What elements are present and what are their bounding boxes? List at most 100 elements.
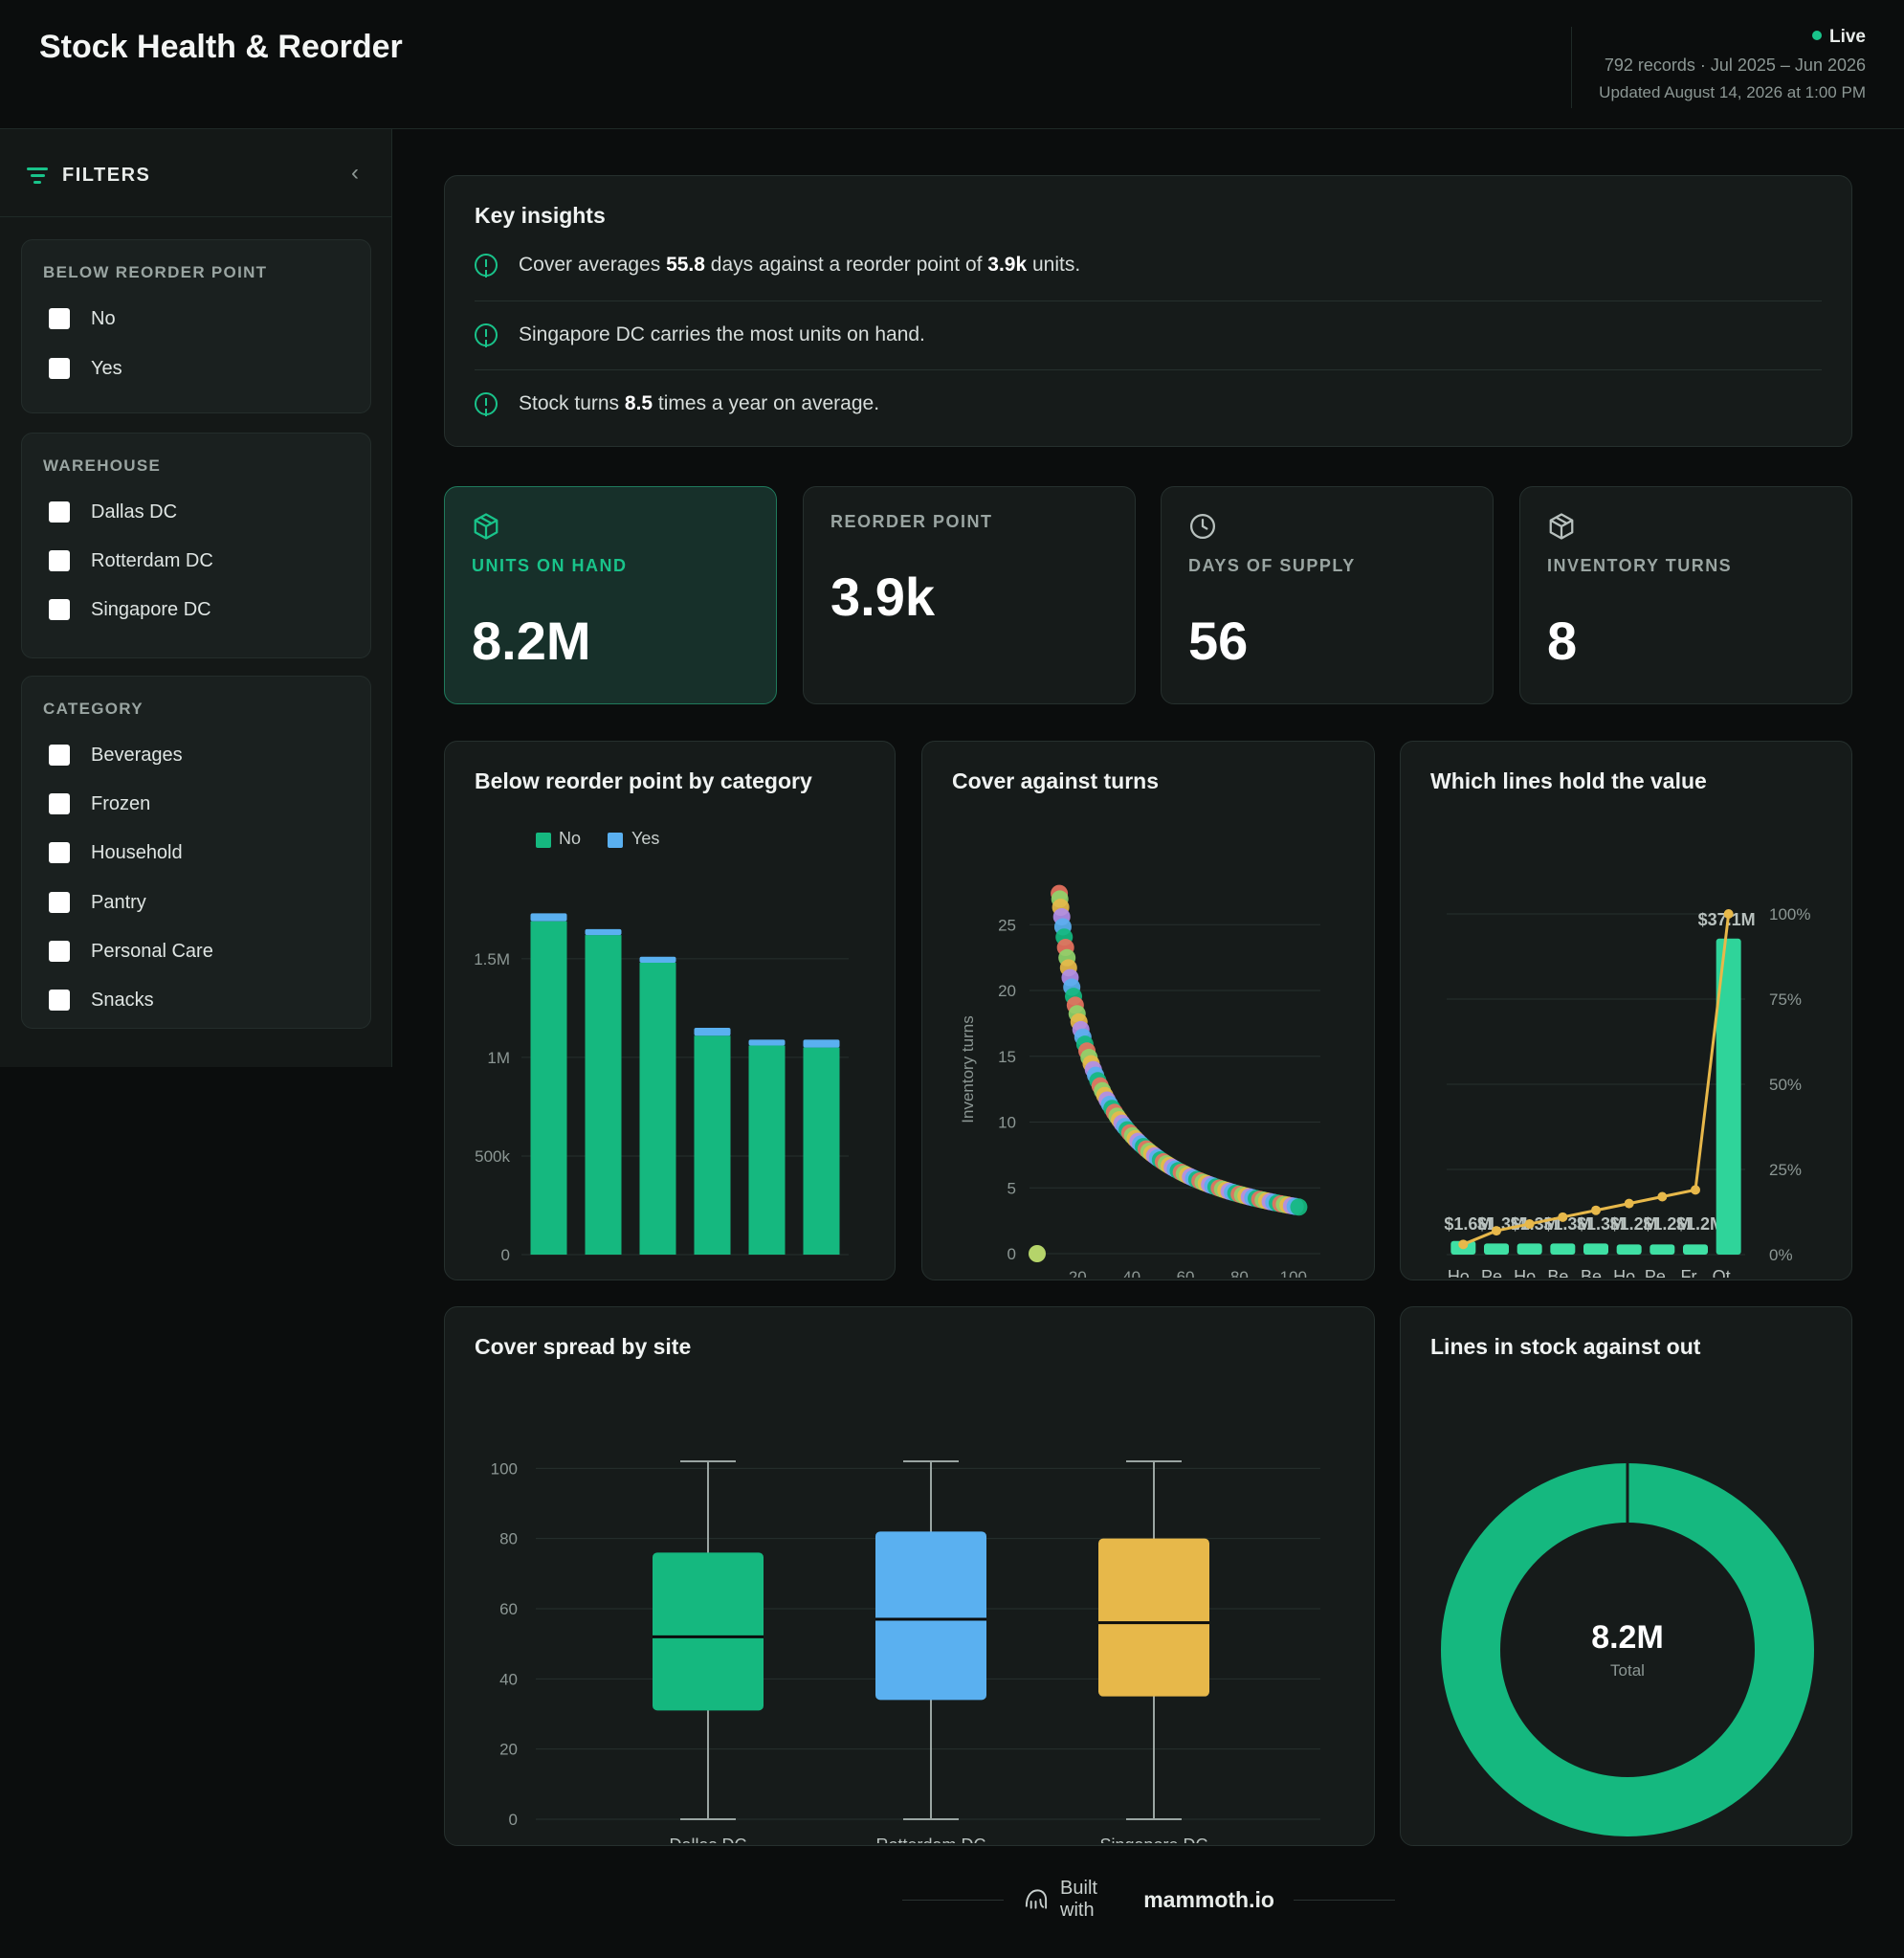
- checkbox[interactable]: [49, 358, 70, 379]
- y-tick-label: 0: [509, 1811, 518, 1829]
- y-tick-label: 20: [499, 1741, 518, 1759]
- box-icon: [474, 513, 498, 540]
- x-tick-label: 60: [1177, 1268, 1195, 1278]
- footer-divider: [902, 1899, 1005, 1901]
- legend-label-yes: Yes: [631, 829, 659, 848]
- filter-option-rotterdam[interactable]: Rotterdam DC: [49, 546, 213, 575]
- y-tick-label: 60: [499, 1600, 518, 1618]
- x-tick-label: Ho..: [1613, 1267, 1645, 1278]
- y-tick-label: 25: [998, 916, 1016, 934]
- checkbox[interactable]: [49, 599, 70, 620]
- checkbox[interactable]: [49, 793, 70, 814]
- filter-group-warehouse: WAREHOUSE Dallas DC Rotterdam DC Singapo…: [21, 433, 371, 658]
- filter-option-snacks[interactable]: Snacks: [49, 986, 154, 1014]
- filter-option-yes[interactable]: Yes: [49, 354, 122, 383]
- filter-option-singapore[interactable]: Singapore DC: [49, 595, 211, 624]
- bar-yes: [585, 928, 622, 936]
- pareto-chart-card: Which lines hold the value 0% 25% 50% 75% 10…: [1400, 741, 1852, 1280]
- right-tick-label: 0%: [1769, 1246, 1793, 1264]
- box-chart: 0 20 40 60 80 100 Dallas DC Rotterdam DC Singapo…: [491, 1459, 1320, 1843]
- option-label: Beverages: [91, 744, 183, 766]
- cumulative-point: [1723, 909, 1734, 919]
- kpi-value: 8.2M: [472, 611, 591, 671]
- filter-group-title: WAREHOUSE: [43, 456, 162, 475]
- live-label: Live: [1828, 27, 1866, 47]
- value-label: $1.3M: [1577, 1214, 1625, 1234]
- bar-no: [639, 962, 676, 1255]
- y-axis-label: Inventory turns: [959, 1015, 977, 1123]
- kpi-value: 8: [1547, 611, 1578, 671]
- filter-group-category: CATEGORY Beverages Frozen Household Pant…: [21, 676, 371, 1029]
- x-tick-label: Singapore DC: [1099, 1836, 1207, 1843]
- insight-text: Singapore DC carries the most units on h…: [519, 323, 925, 345]
- x-tick-label: Rotterdam DC: [875, 1836, 985, 1843]
- box-chart-card: Cover spread by site 0 20 40 60 80 100 Dallas …: [444, 1306, 1375, 1846]
- checkbox[interactable]: [49, 308, 70, 329]
- scatter-point-outlier: [1029, 1245, 1046, 1262]
- footer: Built with mammoth.io: [883, 1878, 1414, 1921]
- y-tick-label: 1.5M: [474, 950, 510, 968]
- bar-yes: [803, 1039, 840, 1048]
- pareto-bar: [1583, 1243, 1608, 1255]
- cumulative-point: [1492, 1226, 1501, 1236]
- option-label: Rotterdam DC: [91, 549, 213, 571]
- bar-yes: [639, 956, 676, 963]
- pareto-bar: [1683, 1244, 1708, 1255]
- right-tick-label: 100%: [1769, 905, 1810, 923]
- kpi-inventory-turns[interactable]: INVENTORY TURNS 8: [1519, 486, 1852, 704]
- pareto-bar: [1517, 1243, 1542, 1255]
- mammoth-logo-icon: [1025, 1889, 1048, 1909]
- kpi-reorder-point[interactable]: REORDER POINT 3.9k: [803, 486, 1136, 704]
- cumulative-point: [1458, 1239, 1469, 1250]
- bar-yes: [530, 913, 567, 922]
- y-tick-label: 0: [501, 1246, 510, 1264]
- filter-option-frozen[interactable]: Frozen: [49, 790, 150, 818]
- checkbox[interactable]: [49, 892, 70, 913]
- filter-option-no[interactable]: No: [49, 304, 116, 333]
- donut-chart: 8.2M Total: [1441, 1463, 1814, 1836]
- filter-option-pantry[interactable]: Pantry: [49, 888, 146, 917]
- bar-no: [585, 935, 622, 1255]
- checkbox[interactable]: [49, 550, 70, 571]
- header-meta: Live 792 records · Jul 2025 – Jun 2026 U…: [1571, 27, 1866, 108]
- clock-icon: [1190, 514, 1215, 539]
- filter-option-personal-care[interactable]: Personal Care: [49, 937, 213, 966]
- checkbox[interactable]: [49, 990, 70, 1011]
- option-label: Dallas DC: [91, 501, 178, 523]
- cumulative-point: [1558, 1212, 1568, 1222]
- insights-title: Key insights: [475, 203, 606, 228]
- footer-brand[interactable]: mammoth.io: [1143, 1886, 1274, 1912]
- checkbox[interactable]: [49, 501, 70, 523]
- header: Stock Health & Reorder Live 792 records …: [0, 0, 1904, 129]
- checkbox[interactable]: [49, 745, 70, 766]
- filter-group-below-reorder: BELOW REORDER POINT No Yes: [21, 239, 371, 413]
- value-label: $1.6M: [1444, 1214, 1492, 1234]
- filter-option-beverages[interactable]: Beverages: [49, 741, 183, 769]
- filter-option-dallas[interactable]: Dallas DC: [49, 498, 177, 526]
- x-tick-label: 80: [1230, 1268, 1249, 1278]
- checkbox[interactable]: [49, 941, 70, 962]
- kpi-days-of-supply[interactable]: DAYS OF SUPPLY 56: [1161, 486, 1494, 704]
- right-tick-label: 25%: [1769, 1161, 1802, 1179]
- y-tick-label: 100: [491, 1459, 518, 1478]
- legend-swatch-yes: [608, 833, 623, 848]
- filter-option-household[interactable]: Household: [49, 838, 183, 867]
- kpi-units-on-hand[interactable]: UNITS ON HAND 8.2M: [444, 486, 777, 704]
- cumulative-point: [1524, 1218, 1535, 1229]
- info-circle-icon: [475, 254, 498, 277]
- cumulative-line: [1462, 913, 1731, 1246]
- insight-text: Cover averages 55.8 days against a reord…: [519, 254, 1081, 276]
- kpi-label: DAYS OF SUPPLY: [1188, 556, 1356, 575]
- x-tick-label: Ho..: [1448, 1267, 1479, 1278]
- value-label: $1.2M: [1643, 1214, 1691, 1234]
- cumulative-point: [1691, 1185, 1700, 1195]
- live-dot-icon: [1811, 31, 1822, 40]
- y-tick-label: 1M: [487, 1049, 510, 1067]
- insight-item: Singapore DC carries the most units on h…: [475, 300, 1822, 369]
- x-tick-label: Ot...: [1713, 1267, 1745, 1278]
- insight-item: Stock turns 8.5 times a year on average.: [475, 369, 1822, 438]
- checkbox[interactable]: [49, 842, 70, 863]
- collapse-chevron-icon[interactable]: ‹: [351, 160, 359, 186]
- kpi-label: UNITS ON HAND: [472, 556, 628, 575]
- donut-center-value: 8.2M: [1591, 1619, 1664, 1656]
